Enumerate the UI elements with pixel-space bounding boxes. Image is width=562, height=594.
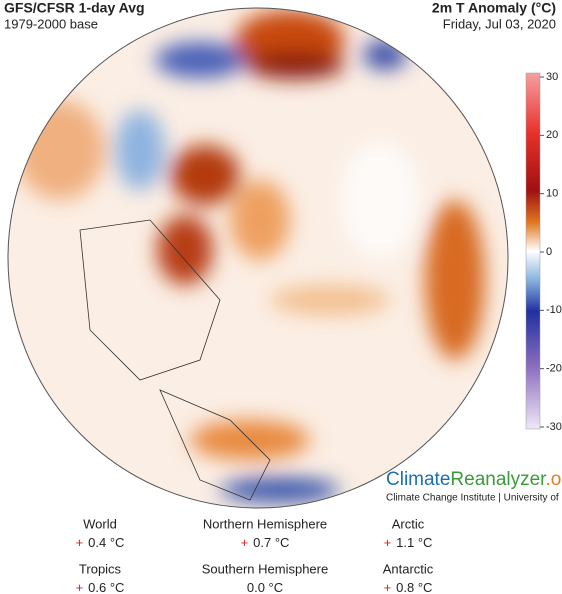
stat-sign: +: [76, 535, 84, 550]
stat-label: Southern Hemisphere: [202, 561, 328, 576]
globe-outline: [7, 7, 509, 509]
stat-value: 0.0 °C: [247, 580, 283, 594]
stat-value: +0.7 °C: [241, 535, 290, 550]
stat-label: Antarctic: [383, 561, 434, 576]
date: Friday, Jul 03, 2020: [443, 16, 556, 31]
stat-value: +0.6 °C: [76, 580, 125, 594]
colorbar-tick-label: -30: [546, 421, 562, 433]
subtitle: 1979-2000 base: [4, 16, 98, 31]
stat-sign: +: [384, 535, 392, 550]
colorbar-tick-label: -10: [546, 304, 562, 316]
stat-number: 0.4 °C: [88, 535, 124, 550]
colorbar-tick-label: 0: [546, 246, 552, 258]
stat-number: 0.6 °C: [88, 580, 124, 594]
stat-sign: +: [384, 580, 392, 594]
stat-number: 0.8 °C: [396, 580, 432, 594]
stat-label: Arctic: [392, 516, 425, 531]
title: GFS/CFSR 1-day Avg: [4, 0, 145, 16]
brand: ClimateReanalyzer.org: [386, 469, 562, 490]
stat-label: Tropics: [79, 561, 122, 576]
globe-map: [8, 8, 508, 508]
brand-part: Reanalyzer: [450, 469, 547, 490]
stat-label: Northern Hemisphere: [203, 516, 327, 531]
colorbar: [525, 72, 541, 430]
stat-number: 1.1 °C: [396, 535, 432, 550]
colorbar-tick-label: -20: [546, 363, 562, 375]
stat-sign: +: [76, 580, 84, 594]
stat-number: 0.0 °C: [247, 580, 283, 594]
colorbar-tick-label: 30: [546, 71, 558, 83]
stat-number: 0.7 °C: [253, 535, 289, 550]
variable: 2m T Anomaly (°C): [432, 0, 556, 16]
colorbar-tick-label: 20: [546, 129, 558, 141]
stat-value: +0.8 °C: [384, 580, 433, 594]
brand-part: .org: [545, 469, 562, 490]
stat-value: +1.1 °C: [384, 535, 433, 550]
stat-sign: +: [241, 535, 249, 550]
colorbar-tick-label: 10: [546, 188, 558, 200]
stat-value: +0.4 °C: [76, 535, 125, 550]
brand-credit: Climate Change Institute | University of…: [386, 493, 562, 504]
brand-part: Climate: [386, 469, 450, 490]
stat-label: World: [83, 516, 117, 531]
